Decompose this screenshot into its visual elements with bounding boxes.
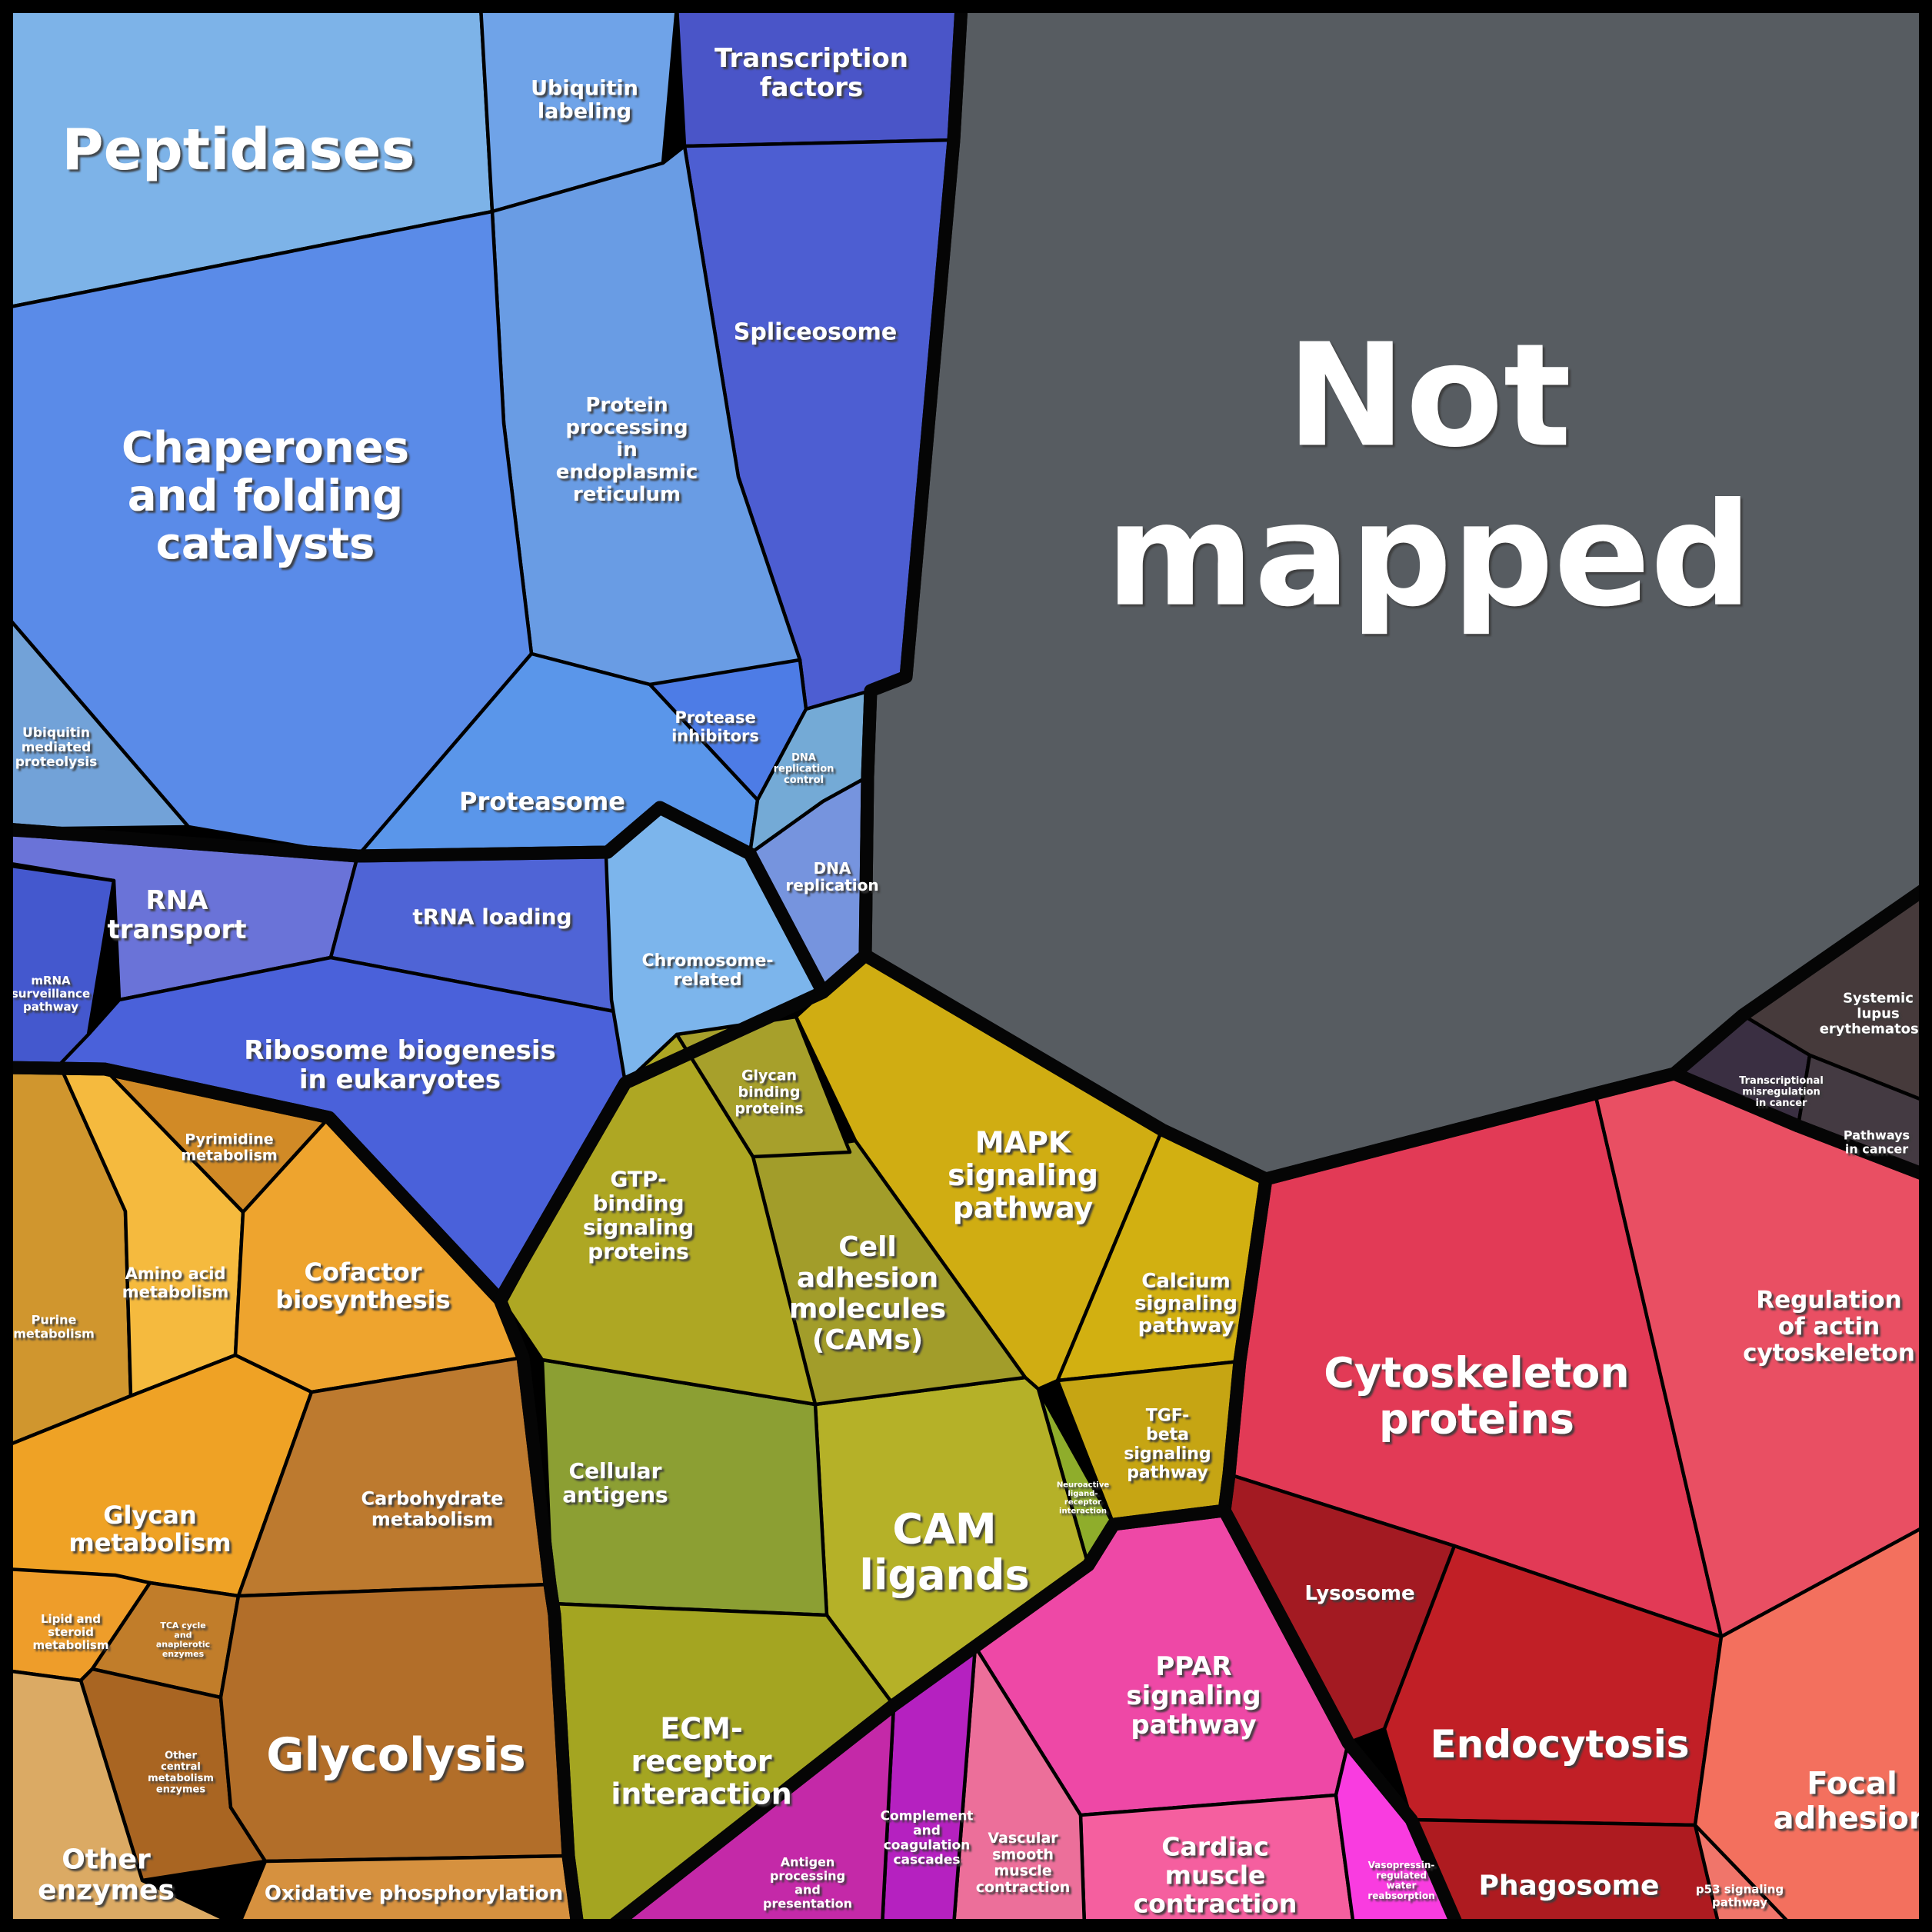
cell-label-endocytosis: Endocytosis xyxy=(1430,1722,1689,1767)
cell-label-ubiquitin-labeling: Ubiquitin labeling xyxy=(531,76,638,123)
cell-label-neuroactive-ligand: Neuroactive ligand-receptor interaction xyxy=(1057,1481,1109,1516)
cell-label-tgf-beta: TGF-beta signaling pathway xyxy=(1124,1407,1211,1483)
cell-label-trna-loading: tRNA loading xyxy=(412,904,571,930)
cell-label-protein-processing-er: Protein processing in endoplasmic reticulum xyxy=(556,394,698,506)
cell-label-proteasome: Proteasome xyxy=(459,787,625,816)
cell-label-antigen-processing: Antigen processing and presentation xyxy=(763,1855,852,1911)
cell-label-mrna-surveillance: mRNA surveillance pathway xyxy=(12,974,90,1014)
cell-label-other-central-metabolism: Other central metabolism enzymes xyxy=(148,1750,214,1796)
cell-label-other-enzymes: Other enzymes xyxy=(38,1844,175,1906)
labels-layer: Peptidases Ubiquitin labeling Transcription… xyxy=(12,43,1932,1919)
cell-label-chaperones: Chaperones and folding catalysts xyxy=(122,423,409,569)
cell-label-peptidases: Peptidases xyxy=(62,117,415,183)
cell-label-focal-adhesion: Focal adhesion xyxy=(1774,1767,1931,1837)
cell-label-carbohydrate-metabolism: Carbohydrate metabolism xyxy=(361,1488,503,1531)
cell-label-complement-coagulation: Complement and coagulation cascades xyxy=(881,1808,974,1867)
cell-label-systemic-lupus: Systemic lupus erythematosus xyxy=(1820,990,1932,1037)
cell-label-tca-cycle: TCA cycle and anaplerotic enzymes xyxy=(156,1621,210,1659)
cell-label-cytoskeleton-proteins: Cytoskeleton proteins xyxy=(1324,1348,1629,1443)
cell-label-lysosome: Lysosome xyxy=(1304,1582,1414,1605)
cell-label-protease-inhibitors: Protease inhibitors xyxy=(671,708,759,745)
cell-label-chromosome-related: Chromosome-related xyxy=(642,951,774,990)
cell-label-vasopressin: Vasopressin-regulated water reabsorption xyxy=(1367,1860,1434,1901)
cell-label-dna-replication: DNA replication xyxy=(785,859,878,894)
cell-label-purine-metabolism: Purine metabolism xyxy=(13,1313,95,1341)
cell-glycolysis[interactable]: Glycolysis xyxy=(218,1582,571,1864)
cell-label-spliceosome: Spliceosome xyxy=(734,319,897,346)
cell-label-amino-acid-metabolism: Amino acid metabolism xyxy=(122,1264,229,1301)
cell-label-cell-adhesion-molecules: Cell adhesion molecules (CAMs) xyxy=(789,1231,946,1356)
cell-label-ubiquitin-proteolysis: Ubiquitin mediated proteolysis xyxy=(15,725,98,770)
cell-label-ppar-signaling: PPAR signaling pathway xyxy=(1126,1651,1261,1740)
group-organismal-outline xyxy=(605,1504,1464,1932)
cell-label-rna-transport: RNA transport xyxy=(107,885,246,945)
cell-label-cardiac-muscle: Cardiac muscle contraction xyxy=(1134,1832,1297,1919)
cell-label-glycolysis: Glycolysis xyxy=(266,1728,525,1782)
cell-label-glycan-binding-proteins: Glycan binding proteins xyxy=(734,1068,803,1118)
cell-label-transcriptional-misregulation: Transcriptional misregulation in cancer xyxy=(1739,1075,1824,1109)
cell-label-pathways-in-cancer: Pathways in cancer xyxy=(1844,1128,1910,1157)
cell-label-regulation-actin: Regulation of actin cytoskeleton xyxy=(1743,1286,1915,1367)
cell-label-cofactor-biosynthesis: Cofactor biosynthesis xyxy=(275,1257,450,1314)
cell-label-cam-ligands: CAM ligands xyxy=(859,1504,1029,1599)
cell-label-glycan-metabolism: Glycan metabolism xyxy=(68,1501,231,1557)
cell-label-ecm-receptor: ECM-receptor interaction xyxy=(611,1711,791,1810)
cell-label-gtp-binding: GTP-binding signaling proteins xyxy=(583,1166,694,1264)
cell-label-dna-replication-control: DNA replication control xyxy=(774,752,834,786)
cell-label-oxidative-phosphorylation: Oxidative phosphorylation xyxy=(265,1882,563,1905)
cell-label-pyrimidine-metabolism: Pyrimidine metabolism xyxy=(181,1131,277,1164)
cell-label-cellular-antigens: Cellular antigens xyxy=(562,1458,668,1507)
cell-label-lipid-steroid-metabolism: Lipid and steroid metabolism xyxy=(33,1612,109,1652)
cell-label-transcription-factors: Transcription factors xyxy=(715,43,908,103)
cell-label-calcium-signaling: Calcium signaling pathway xyxy=(1134,1270,1237,1337)
cell-label-phagosome: Phagosome xyxy=(1479,1870,1660,1902)
cell-label-p53-signaling: p53 signaling pathway xyxy=(1696,1883,1784,1910)
cell-label-ribosome-biogenesis: Ribosome biogenesis in eukaryotes xyxy=(244,1035,556,1095)
cell-label-vascular-smooth-muscle: Vascular smooth muscle contraction xyxy=(976,1830,1071,1896)
cell-label-not-mapped: Not mapped xyxy=(1106,312,1752,638)
cell-label-mapk-signaling: MAPK signaling pathway xyxy=(948,1125,1098,1224)
